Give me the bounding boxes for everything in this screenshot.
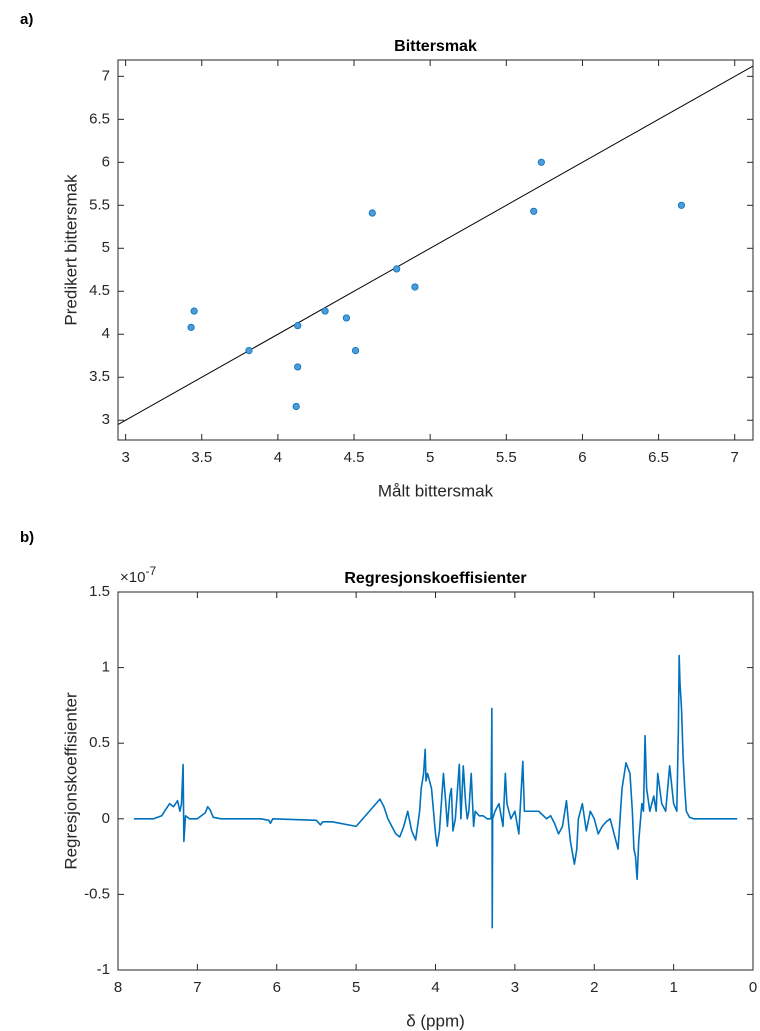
- x-tick-label: 3.5: [191, 449, 212, 466]
- point: [294, 363, 302, 371]
- y-tick-label: 4.5: [89, 282, 110, 299]
- point: [393, 265, 401, 273]
- chart-title: Regresjonskoeffisienter: [344, 570, 526, 587]
- point: [342, 314, 351, 322]
- y-axis-label: Regresjonskoeffisienter: [61, 692, 80, 870]
- x-tick-label: 1: [669, 979, 677, 996]
- x-tick-label: 7: [193, 979, 201, 996]
- x-tick-label: 4.5: [344, 449, 365, 466]
- y-tick-label: 3: [102, 411, 110, 428]
- point: [294, 322, 302, 330]
- y-tick-label: 6.5: [89, 110, 110, 127]
- x-axis-label: δ (ppm): [406, 1011, 465, 1030]
- plot-area: [118, 65, 753, 426]
- x-tick-label: 4: [274, 449, 282, 466]
- point: [677, 201, 686, 209]
- point: [190, 307, 198, 315]
- x-tick-label: 5: [426, 449, 434, 466]
- y-tick-label: 1: [102, 659, 110, 676]
- y-multiplier: ×10-7: [120, 564, 156, 586]
- y-tick-label: 1.5: [89, 583, 110, 600]
- x-tick-label: 3: [121, 449, 129, 466]
- point: [351, 346, 360, 355]
- x-tick-label: 3: [511, 979, 519, 996]
- x-tick-label: 5.5: [496, 449, 517, 466]
- x-tick-label: 4: [431, 979, 439, 996]
- point: [411, 283, 419, 291]
- y-tick-label: -0.5: [84, 885, 110, 902]
- x-tick-label: 6: [578, 449, 586, 466]
- y-tick-label: 6: [102, 153, 110, 170]
- panel-label: a): [20, 11, 33, 28]
- y-tick-label: -1: [97, 961, 110, 978]
- x-tick-label: 2: [590, 979, 598, 996]
- y-tick-label: 0.5: [89, 734, 110, 751]
- y-tick-label: 4: [102, 325, 110, 342]
- x-tick-label: 6: [273, 979, 281, 996]
- x-tick-label: 7: [731, 449, 739, 466]
- chart-title: Bittersmak: [394, 38, 477, 55]
- x-tick-label: 6.5: [648, 449, 669, 466]
- x-tick-label: 5: [352, 979, 360, 996]
- axes-frame: [117, 591, 754, 971]
- y-tick-label: 5.5: [89, 196, 110, 213]
- y-tick-label: 3.5: [89, 368, 110, 385]
- x-axis-label: Målt bittersmak: [378, 481, 494, 500]
- point: [245, 346, 253, 355]
- point: [537, 158, 545, 166]
- axes-frame: [117, 59, 754, 441]
- point: [530, 207, 538, 215]
- point: [368, 209, 376, 217]
- line-series: [133, 654, 738, 929]
- point: [292, 402, 300, 411]
- y-tick-label: 0: [102, 810, 110, 827]
- point: [187, 323, 195, 331]
- panel-label: b): [20, 529, 34, 546]
- y-tick-label: 7: [102, 67, 110, 84]
- multiplier-exponent: -7: [145, 564, 156, 578]
- plot-area: [133, 654, 738, 929]
- y-axis-label: Predikert bittersmak: [61, 174, 80, 326]
- y-tick-label: 5: [102, 239, 110, 256]
- multiplier-base: ×10: [120, 569, 145, 586]
- identity-line: [118, 65, 753, 426]
- x-tick-label: 0: [749, 979, 757, 996]
- x-tick-label: 8: [114, 979, 122, 996]
- point: [321, 307, 329, 315]
